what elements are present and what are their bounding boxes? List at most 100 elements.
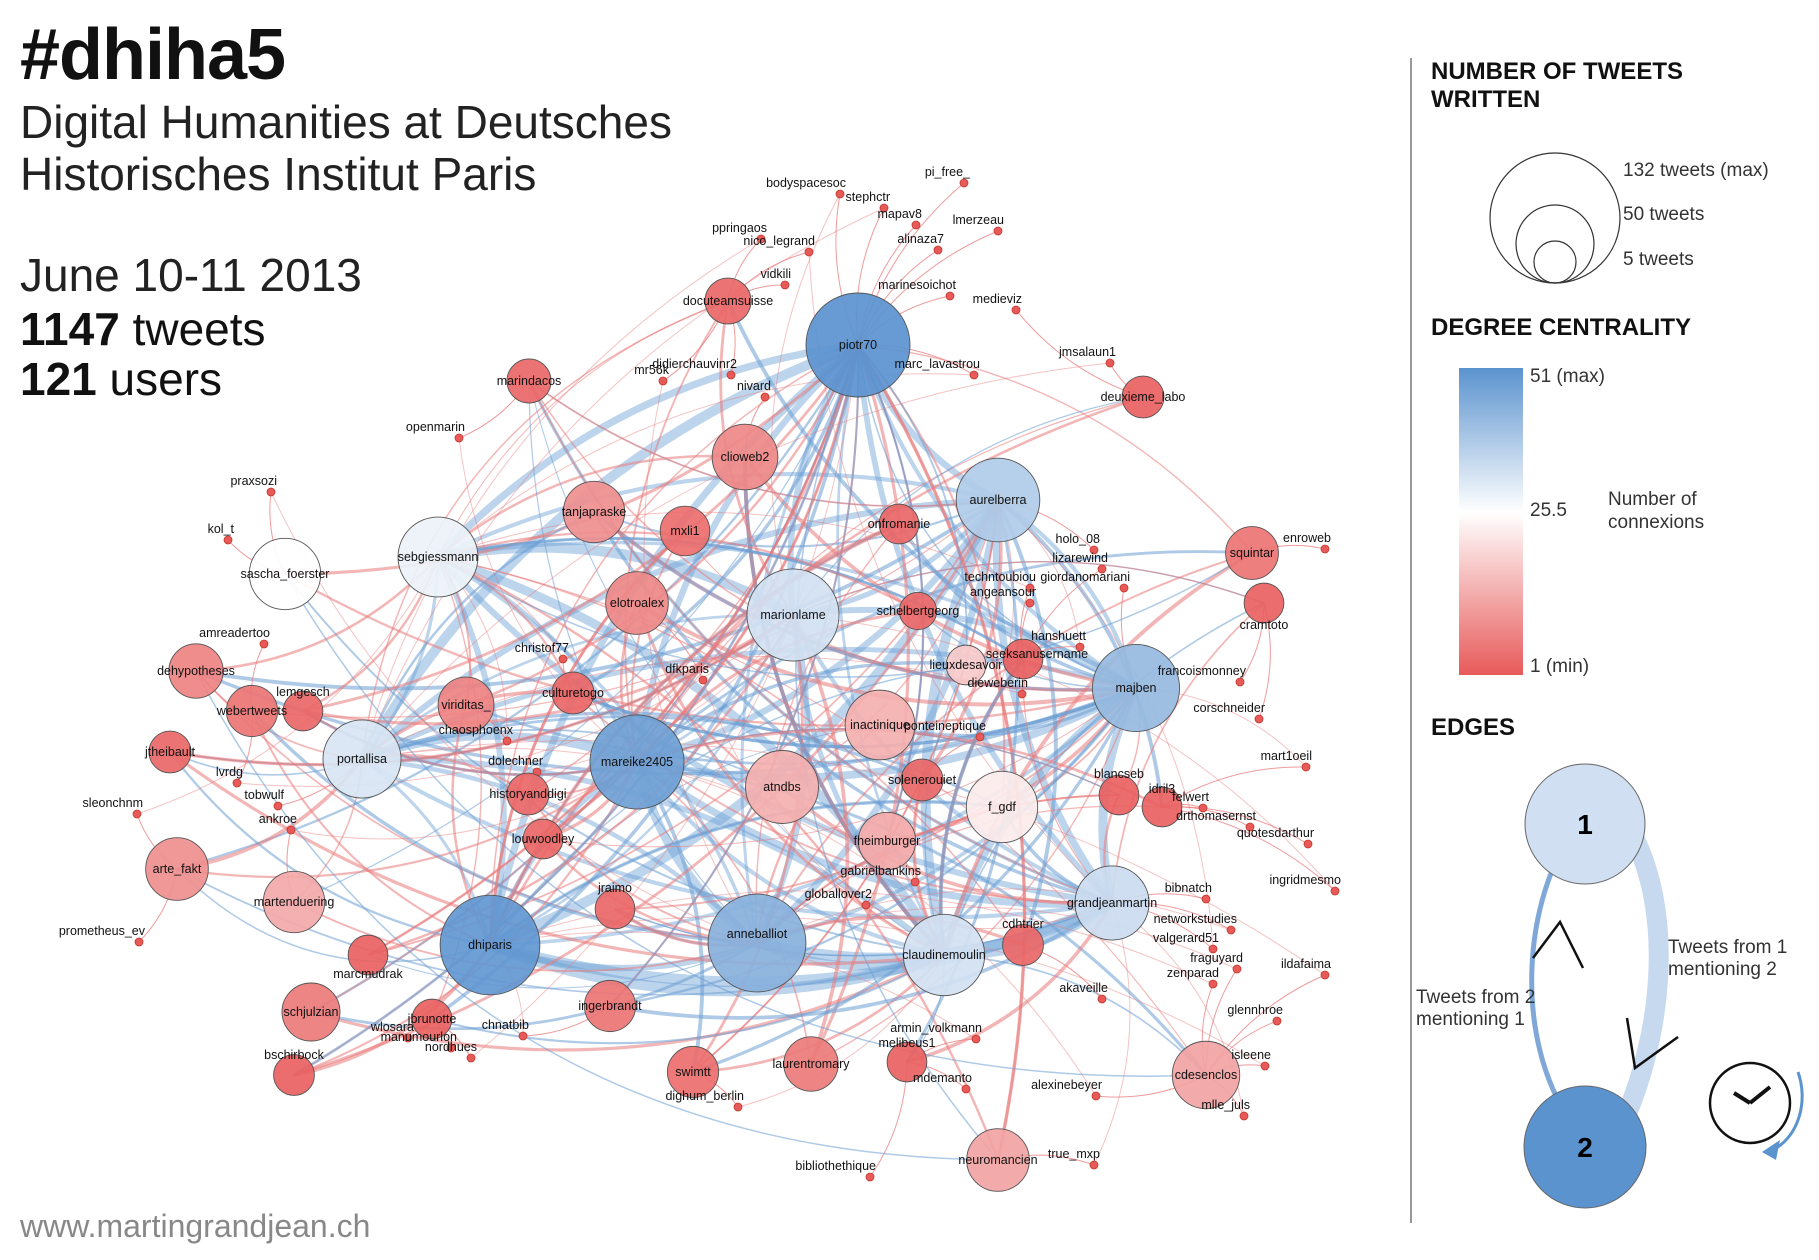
node-tobwulf: [273, 801, 283, 811]
node-label-webertweets: webertweets: [216, 704, 287, 718]
node-label-anneballlot: anneballiot: [727, 927, 788, 941]
node-melibeus1: [886, 1041, 928, 1083]
node-label-jtheibault: jtheibault: [144, 745, 196, 759]
node-piotr70: [805, 292, 911, 398]
arrow-head-up: [1532, 919, 1585, 969]
node-label-ildafaima: ildafaima: [1281, 957, 1331, 971]
size-legend-circles: [1489, 152, 1621, 284]
edge-node-2-circle: [1523, 1085, 1647, 1209]
edges-legend-title: EDGES: [1431, 714, 1516, 741]
node-solenerouiet: [900, 758, 944, 802]
leaf-edge: [361, 362, 1111, 760]
node-label-lemgesch: lemgesch: [276, 685, 330, 699]
node-label-swimtt: swimtt: [675, 1065, 711, 1079]
node-bodyspacesoc: [835, 189, 845, 199]
node-label-dehypotheses: dehypotheses: [157, 664, 235, 678]
edge-note-from1: Tweets from 1 mentioning 2: [1668, 937, 1787, 981]
node-lmerzeau: [993, 226, 1003, 236]
node-holo_08: [1089, 545, 1099, 555]
node-anneballlot: [707, 893, 807, 993]
hub-edge: [836, 344, 946, 956]
node-jmsalaun1: [1105, 358, 1115, 368]
clock-icon: [1708, 1061, 1804, 1160]
node-label-akaveille: akaveille: [1059, 981, 1108, 995]
node-edge: [528, 380, 945, 956]
tweets-stat: 1147 tweets: [20, 302, 266, 356]
node-cdesenclos: [1171, 1040, 1241, 1110]
size-label-mid: 50 tweets: [1623, 204, 1705, 225]
node-label-blancseb: blancseb: [1094, 767, 1144, 781]
node-marcmudrak: [347, 934, 389, 976]
node-edge: [636, 396, 1144, 763]
edge-node-1-circle: [1524, 763, 1646, 885]
arrow-head-down: [1625, 1017, 1679, 1071]
node-label-onfromanie: onfromanie: [868, 517, 931, 531]
node-label-grandjeanmartin: grandjeanmartin: [1067, 896, 1157, 910]
arc-edge: [489, 344, 859, 946]
node-label-hanshuett: hanshuett: [1031, 629, 1086, 643]
node-martenduering: [262, 870, 326, 934]
edge-node-2-label: 2: [1577, 1132, 1593, 1163]
node-glennhroe: [1272, 1016, 1282, 1026]
node-label-pi_free_: pi_free_: [925, 165, 971, 179]
node-label-alinaza7: alinaza7: [897, 232, 944, 246]
node-chnatbib: [518, 1031, 528, 1041]
node-label-piotr70: piotr70: [839, 338, 877, 352]
degree-note: Number of connexions: [1608, 488, 1704, 534]
node-label-sebgiessmann: sebgiessmann: [398, 550, 479, 564]
node-label-portallisa: portallisa: [337, 752, 387, 766]
node-label-alexinebeyer: alexinebeyer: [1031, 1078, 1102, 1092]
node-sebgiessmann: [397, 516, 479, 598]
node-pi_free_: [959, 178, 969, 188]
node-armin_volkmann: [971, 1034, 981, 1044]
node-edge: [942, 551, 1253, 956]
node-label-mart1oeil: mart1oeil: [1261, 749, 1312, 763]
node-label-aurelberra: aurelberra: [970, 493, 1027, 507]
node-label-jbrunotte: jbrunotte: [407, 1012, 457, 1026]
node-edge: [488, 522, 900, 946]
node-seeksanusername: [1002, 638, 1044, 680]
node-dfkparis: [698, 675, 708, 685]
node-label-holo_08: holo_08: [1056, 532, 1101, 546]
node-stephctr: [879, 203, 889, 213]
edge-note-from2-line1: Tweets from 2: [1416, 987, 1536, 1008]
arc-edge: [284, 573, 1207, 1077]
leaf-edge: [756, 906, 1238, 970]
node-schelbertgeorg: [898, 591, 938, 631]
node-label-schjulzian: schjulzian: [284, 1005, 339, 1019]
node-edge: [250, 709, 758, 945]
node-label-clioweb2: clioweb2: [721, 450, 770, 464]
node-edge: [302, 613, 794, 726]
edges-legend-diagram: 1 2: [1523, 763, 1804, 1209]
degree-note-line2: connexions: [1608, 512, 1705, 533]
node-label-armin_volkmann: armin_volkmann: [890, 1021, 982, 1035]
node-label-manumourlon: manumourlon: [381, 1030, 457, 1044]
hub-edge: [437, 472, 999, 559]
node-label-angeansour: angeansour: [970, 585, 1036, 599]
node-label-lizarewind: lizarewind: [1052, 551, 1108, 565]
node-label-tanjapraske: tanjapraske: [562, 505, 627, 519]
hub-edge: [488, 939, 946, 997]
node-label-stephctr: stephctr: [846, 190, 890, 204]
node-marinesoichot: [945, 291, 955, 301]
node-schjulzian: [281, 982, 341, 1042]
hub-edge: [634, 759, 1113, 908]
node-label-sleonchnm: sleonchnm: [83, 796, 143, 810]
node-dighum_berlin: [733, 1102, 743, 1112]
node-label-arte_fakt: arte_fakt: [153, 862, 202, 876]
node-inactinique: [844, 689, 916, 761]
node-label-fheimburger: fheimburger: [854, 834, 921, 848]
node-label-dhiparis: dhiparis: [468, 938, 512, 952]
node-edge: [636, 760, 1208, 1076]
node-label-majben: majben: [1116, 681, 1157, 695]
node-historyanddigi: [506, 772, 550, 816]
node-grandjeanmartin: [1074, 865, 1150, 941]
edge-note-from2: Tweets from 2 mentioning 1: [1416, 987, 1535, 1031]
node-dehypotheses: [168, 643, 224, 699]
node-fraguyard: [1232, 964, 1242, 974]
leaf-edge: [489, 890, 1214, 985]
node-mart1oeil: [1301, 762, 1311, 772]
node-marionlame: [746, 568, 840, 662]
node-hanshuett: [1075, 642, 1085, 652]
